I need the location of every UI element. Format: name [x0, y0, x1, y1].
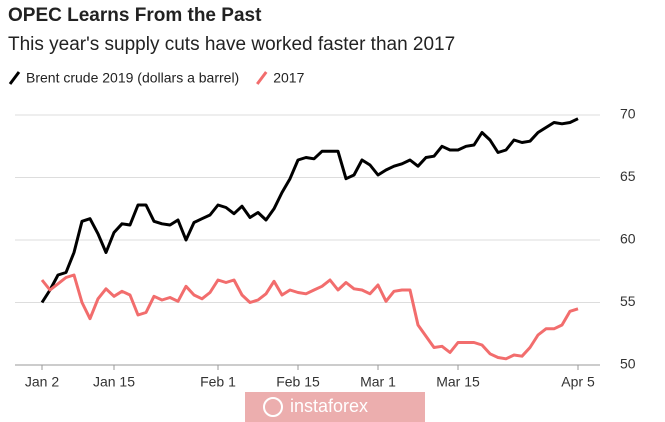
x-tick-label: Mar 15: [436, 374, 480, 390]
watermark-icon: [263, 397, 283, 417]
watermark: instaforex: [290, 396, 368, 416]
series-line: [40, 273, 579, 361]
legend-swatch: [256, 71, 268, 85]
watermark-bg: [245, 392, 425, 422]
y-tick-label: 65: [620, 168, 636, 184]
series-line: [40, 117, 579, 304]
y-tick-label: 55: [620, 293, 636, 309]
x-tick-label: Jan 15: [93, 374, 135, 390]
x-tick-label: Feb 1: [200, 374, 236, 390]
watermark-box: instaforex: [245, 392, 425, 422]
chart-subtitle: This year's supply cuts have worked fast…: [8, 34, 455, 55]
x-tick-label: Mar 1: [360, 374, 396, 390]
y-tick-label: 70: [620, 106, 636, 122]
x-tick-label: Apr 5: [561, 374, 595, 390]
y-tick-label: 50: [620, 356, 636, 372]
y-tick-label: 60: [620, 231, 636, 247]
x-tick-label: Jan 2: [25, 374, 59, 390]
legend-label: Brent crude 2019 (dollars a barrel): [26, 70, 239, 86]
legend-label: 2017: [273, 70, 304, 86]
legend-swatch: [8, 71, 21, 85]
x-tick-label: Feb 15: [276, 374, 320, 390]
chart-title: OPEC Learns From the Past: [8, 5, 262, 26]
legend: Brent crude 2019 (dollars a barrel) 2017: [8, 70, 305, 86]
